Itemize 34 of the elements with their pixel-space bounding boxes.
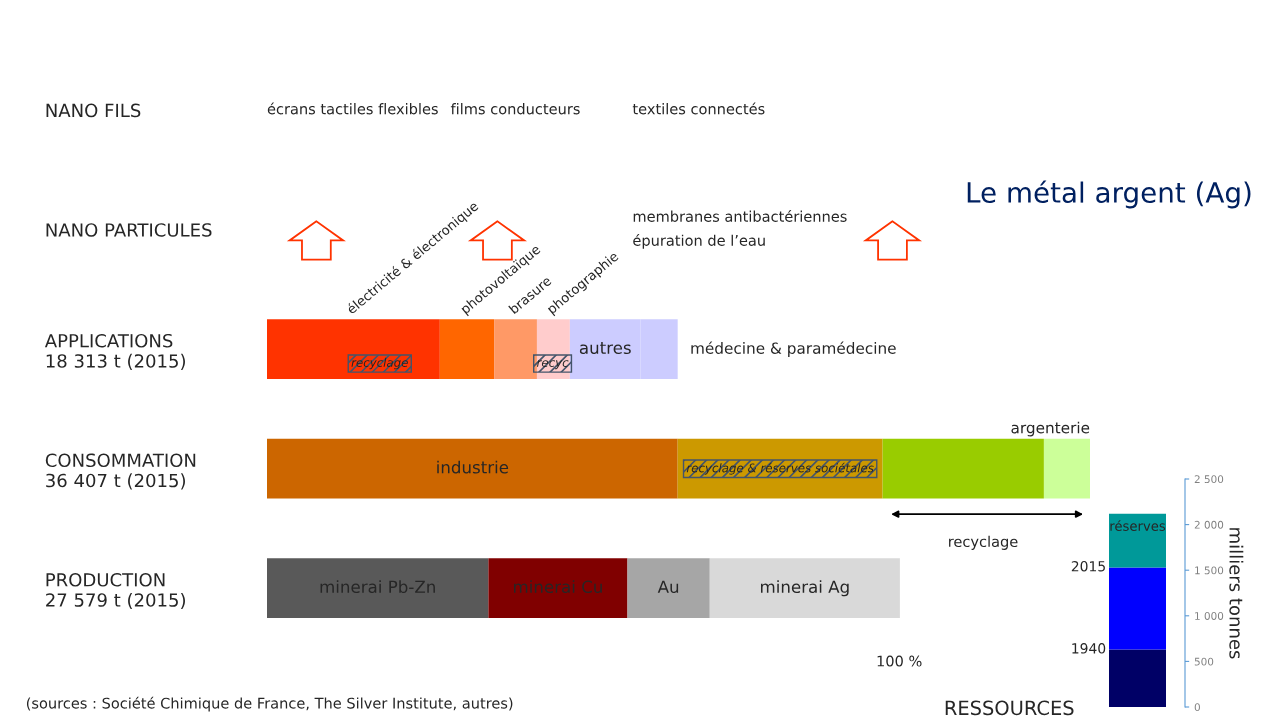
y-tick-label: CONSOMMATION 36 407 t (2015) <box>45 453 196 490</box>
series-label: industrie <box>437 460 509 474</box>
series-label: réserves <box>1110 520 1166 531</box>
text: Le métal argent (Ag) <box>967 180 1251 209</box>
y-axis-title: milliers tonnes <box>1229 528 1244 659</box>
y-tick-label: 1 000 <box>1195 612 1224 620</box>
text: (sources : Société Chimique de France, The Silver Institute, autres) <box>26 696 513 712</box>
series-label: médecine & paramédecine <box>691 341 896 357</box>
y-tick-label: 2 000 <box>1194 520 1224 529</box>
series-label: 2015 <box>1071 560 1105 572</box>
y-tick-label: 0 <box>1194 703 1200 712</box>
y-tick-label: APPLICATIONS 18 313 t (2015) <box>44 333 185 370</box>
annotation: membranes antibactériennes épuration de l’eau <box>633 210 847 249</box>
series-label: autres <box>579 342 631 355</box>
series-label: minerai Cu <box>514 580 602 594</box>
series-label: minerai Ag <box>761 580 849 597</box>
x-axis-title: RESSOURCES <box>945 700 1074 716</box>
y-tick-label: 1 500 <box>1195 566 1224 575</box>
y-tick-label: NANO PARTICULES <box>46 223 212 237</box>
annotation: films conducteurs <box>450 103 580 115</box>
y-tick-label: 500 <box>1194 657 1214 666</box>
series-label: argenterie <box>1011 421 1090 437</box>
series-label: Au <box>657 580 679 594</box>
text: 100 % <box>877 655 922 667</box>
series-label: 1940 <box>1072 643 1106 654</box>
bar <box>1109 649 1166 707</box>
y-tick-label: NANO FILS <box>46 103 141 118</box>
bar <box>1109 567 1166 650</box>
bar <box>1109 513 1166 568</box>
annotation: recyclage <box>949 535 1018 550</box>
annotation: textiles connectés <box>632 102 765 115</box>
annotation: écrans tactiles flexibles <box>267 102 438 115</box>
y-tick-label: 2 500 <box>1194 475 1224 484</box>
y-tick-label: PRODUCTION 27 579 t (2015) <box>46 572 185 609</box>
